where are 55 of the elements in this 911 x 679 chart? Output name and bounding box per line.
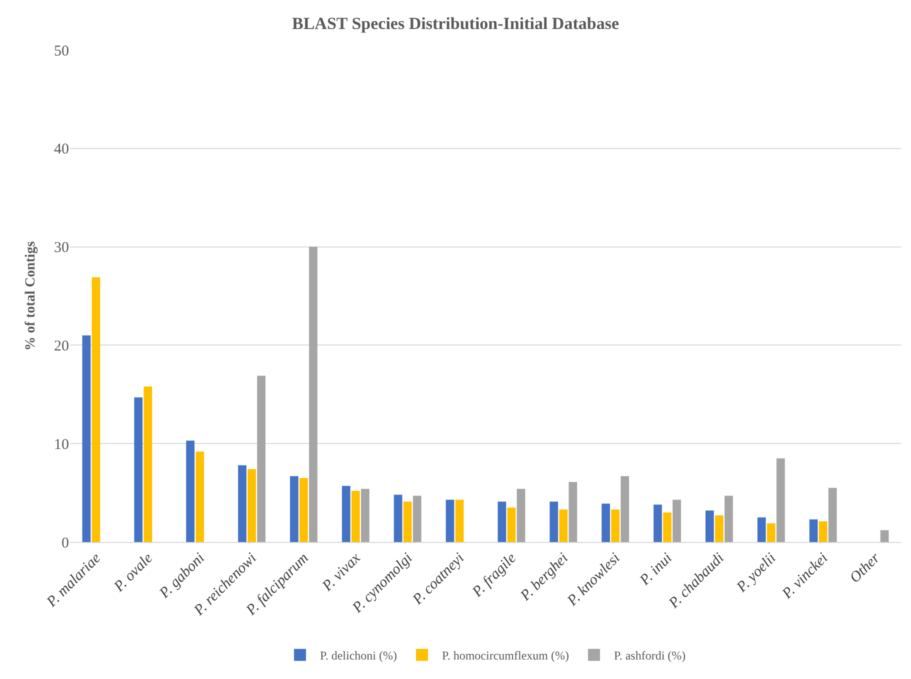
bar	[776, 458, 785, 542]
bar	[238, 465, 246, 542]
bar	[186, 440, 195, 542]
y-tick-label: 20	[54, 338, 69, 354]
bar	[672, 500, 681, 542]
bar	[82, 335, 91, 542]
bar	[757, 517, 766, 542]
bar	[446, 500, 454, 542]
bar	[498, 502, 506, 542]
bar	[568, 482, 578, 542]
bar	[248, 469, 256, 542]
x-tick-label: P. inui	[636, 550, 676, 590]
bar	[663, 512, 672, 542]
bar	[828, 488, 837, 542]
bar	[92, 277, 100, 542]
bar	[309, 246, 318, 542]
bar	[724, 496, 733, 542]
bar	[611, 510, 620, 542]
bar	[300, 478, 308, 542]
bar	[516, 488, 526, 542]
bar	[360, 488, 370, 542]
bar	[290, 476, 298, 542]
y-tick-label: 10	[54, 436, 69, 453]
bar	[809, 519, 818, 542]
bar	[654, 504, 662, 542]
bar	[559, 510, 568, 542]
bar	[507, 508, 516, 542]
y-tick-label: 40	[54, 142, 69, 158]
y-axis-title: % of total Contigs	[24, 240, 39, 351]
bar	[403, 502, 412, 542]
bar	[342, 486, 350, 542]
bar	[394, 494, 402, 542]
bar	[144, 386, 152, 542]
legend-label: P. homocircumflexum (%)	[442, 648, 569, 663]
bar	[412, 496, 422, 542]
y-tick-label: 0	[62, 535, 69, 552]
bar	[880, 530, 889, 542]
bar	[715, 515, 724, 542]
bar	[620, 476, 630, 542]
legend-label: P. delichoni (%)	[320, 648, 397, 663]
y-tick-label: 30	[54, 240, 69, 256]
bar	[455, 500, 464, 542]
bar	[196, 451, 204, 542]
chart-title: BLAST Species Distribution-Initial Database	[292, 14, 620, 33]
bar	[351, 490, 360, 542]
bar	[766, 523, 776, 542]
bar	[602, 504, 610, 542]
bar	[134, 397, 143, 542]
x-tick-label: P. vivax	[318, 550, 364, 596]
bar	[818, 521, 828, 542]
bar	[550, 502, 558, 542]
legend-label: P. ashfordi (%)	[614, 648, 686, 663]
y-tick-label: 50	[54, 43, 69, 60]
bar	[706, 510, 714, 542]
bar	[257, 376, 266, 542]
